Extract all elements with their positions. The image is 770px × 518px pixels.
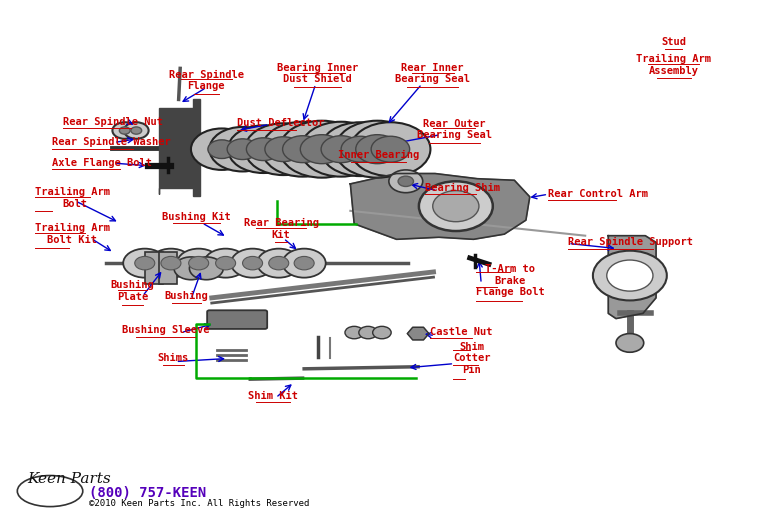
Circle shape — [262, 122, 343, 177]
Circle shape — [228, 125, 299, 173]
Circle shape — [616, 334, 644, 352]
Circle shape — [371, 136, 410, 162]
Circle shape — [174, 257, 208, 280]
Text: ©2010 Keen Parts Inc. All Rights Reserved: ©2010 Keen Parts Inc. All Rights Reserve… — [89, 499, 309, 508]
Circle shape — [398, 176, 413, 186]
Circle shape — [321, 136, 361, 163]
Circle shape — [131, 127, 142, 134]
Circle shape — [191, 128, 253, 170]
Circle shape — [433, 191, 479, 222]
Circle shape — [177, 249, 220, 278]
Polygon shape — [407, 327, 429, 340]
Text: Bearing Shim: Bearing Shim — [425, 182, 500, 193]
Text: Trailing Arm 
Bolt: Trailing Arm Bolt — [35, 187, 116, 209]
Text: Bushing Kit: Bushing Kit — [162, 211, 231, 222]
Circle shape — [245, 123, 322, 175]
Circle shape — [123, 249, 166, 278]
Circle shape — [265, 137, 302, 162]
Circle shape — [149, 249, 192, 278]
Text: Bearing Inner
Dust Shield: Bearing Inner Dust Shield — [276, 63, 358, 84]
Circle shape — [419, 181, 493, 231]
Circle shape — [189, 256, 209, 270]
Text: Castle Nut: Castle Nut — [430, 326, 492, 337]
Text: Dust Deflector: Dust Deflector — [237, 118, 325, 128]
Polygon shape — [350, 174, 530, 239]
Circle shape — [227, 139, 258, 160]
Circle shape — [216, 256, 236, 270]
Circle shape — [356, 135, 399, 164]
Text: Inner Bearing: Inner Bearing — [338, 150, 420, 161]
Circle shape — [294, 256, 314, 270]
Circle shape — [283, 249, 326, 278]
Text: (800) 757-KEEN: (800) 757-KEEN — [89, 486, 206, 500]
Circle shape — [359, 326, 377, 339]
Circle shape — [607, 260, 653, 291]
Text: Bushing Sleeve: Bushing Sleeve — [122, 325, 209, 336]
Circle shape — [341, 136, 380, 162]
Circle shape — [283, 136, 323, 163]
Circle shape — [208, 140, 236, 159]
Bar — [159, 252, 177, 284]
Circle shape — [246, 138, 280, 161]
Circle shape — [135, 256, 155, 270]
Circle shape — [350, 122, 430, 176]
Bar — [145, 252, 163, 284]
Circle shape — [269, 256, 289, 270]
Text: Bushing
Plate: Bushing Plate — [111, 280, 154, 302]
FancyBboxPatch shape — [207, 310, 267, 329]
Text: Rear Bearing
Kit: Rear Bearing Kit — [243, 218, 319, 240]
Text: Rear Inner
Bearing Seal: Rear Inner Bearing Seal — [395, 63, 470, 84]
Circle shape — [300, 122, 382, 177]
Circle shape — [320, 122, 400, 176]
Circle shape — [345, 326, 363, 339]
Text: Keen Parts: Keen Parts — [27, 472, 111, 486]
Text: Axle Flange Bolt: Axle Flange Bolt — [52, 158, 152, 168]
Text: Stud: Stud — [661, 37, 686, 48]
Circle shape — [231, 249, 274, 278]
Circle shape — [300, 135, 343, 164]
Text: Rear Outer
Bearing Seal: Rear Outer Bearing Seal — [417, 119, 492, 140]
Text: Rear Spindle
Flange: Rear Spindle Flange — [169, 69, 244, 91]
Text: Bushing: Bushing — [165, 291, 208, 301]
Circle shape — [389, 170, 423, 193]
Text: Trailing Arm
Assembly: Trailing Arm Assembly — [636, 54, 711, 76]
Circle shape — [335, 121, 420, 178]
Text: Trailing Arm
Bolt Kit: Trailing Arm Bolt Kit — [35, 223, 109, 245]
Text: Shims: Shims — [158, 353, 189, 364]
Text: Shim Kit: Shim Kit — [249, 391, 298, 401]
Text: Rear Spindle Washer: Rear Spindle Washer — [52, 137, 171, 148]
Circle shape — [112, 122, 137, 139]
Circle shape — [243, 256, 263, 270]
Text: Rear Spindle Support: Rear Spindle Support — [568, 237, 693, 248]
Text: Rear Control Arm: Rear Control Arm — [548, 189, 648, 199]
Text: Rear Spindle Nut: Rear Spindle Nut — [63, 117, 163, 127]
Circle shape — [204, 249, 247, 278]
Circle shape — [209, 127, 276, 171]
Polygon shape — [608, 236, 656, 319]
Circle shape — [119, 127, 130, 134]
Polygon shape — [159, 99, 200, 196]
Circle shape — [189, 257, 223, 280]
Text: Shim
Cotter
Pin: Shim Cotter Pin — [453, 342, 490, 375]
Circle shape — [280, 121, 364, 178]
Circle shape — [124, 122, 149, 139]
Text: T-Arm to
Brake
Flange Bolt: T-Arm to Brake Flange Bolt — [476, 264, 544, 297]
Circle shape — [161, 256, 181, 270]
Circle shape — [257, 249, 300, 278]
Circle shape — [373, 326, 391, 339]
Circle shape — [593, 251, 667, 300]
